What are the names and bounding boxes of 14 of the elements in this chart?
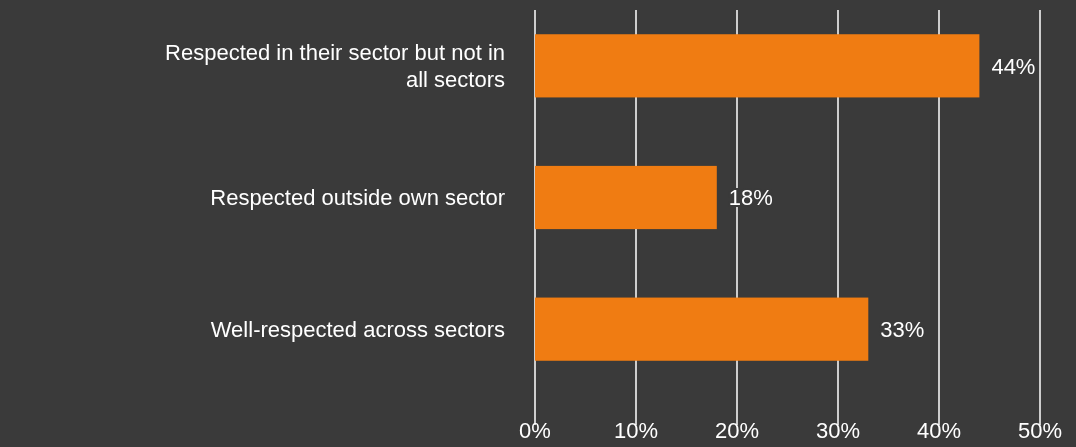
x-tick-label: 20% xyxy=(714,418,760,443)
data-label: 33% xyxy=(880,316,925,342)
data-label: 44% xyxy=(991,53,1036,79)
x-tick-label: 50% xyxy=(1017,418,1063,443)
x-tick-label: 10% xyxy=(613,418,659,443)
bar xyxy=(535,34,980,98)
y-tick-label: Well-respected across sectors xyxy=(210,316,505,342)
x-tick-label: 30% xyxy=(815,418,861,443)
y-tick-label: Respected in their sector but not in all sectors xyxy=(165,40,505,93)
x-tick-label: 40% xyxy=(916,418,962,443)
y-tick-label: Respected outside own sector xyxy=(210,185,505,211)
bar xyxy=(535,165,717,230)
x-tick-label: 0% xyxy=(519,418,551,443)
bar xyxy=(535,297,869,361)
